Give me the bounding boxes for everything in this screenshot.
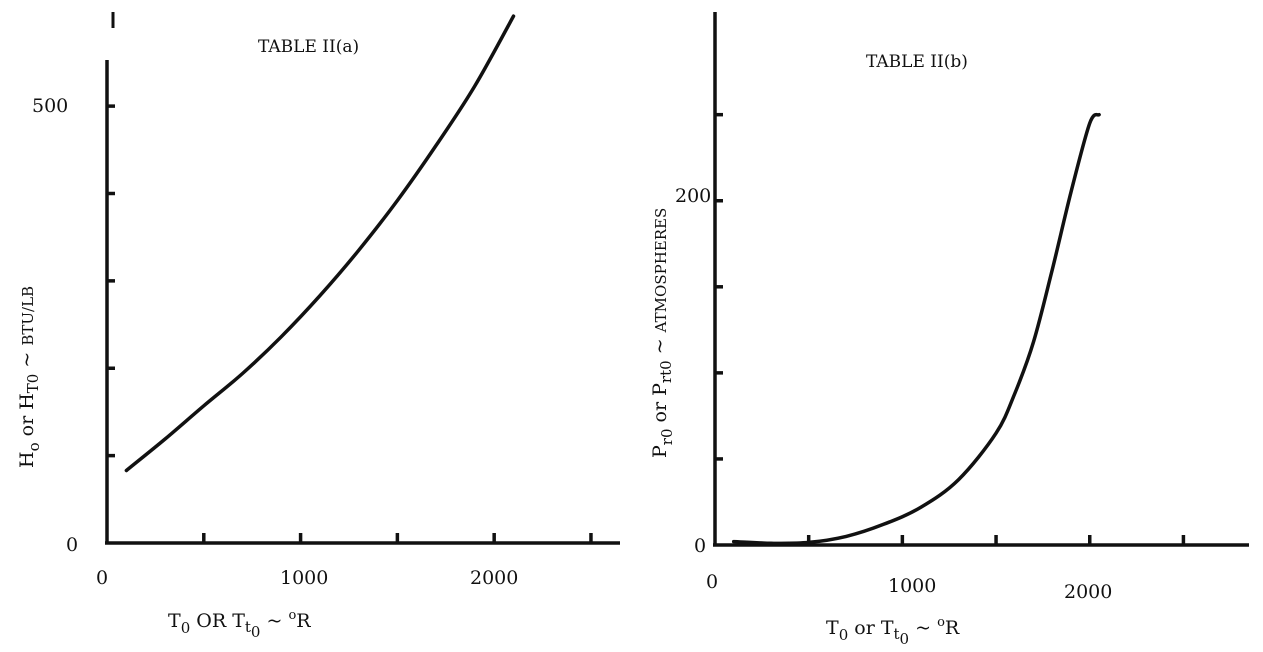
chart-b-y-axis-label: Pr0 or Prt0 ~ ATMOSPHERES (649, 208, 676, 458)
chart-a-y-ticks (107, 104, 115, 458)
chart-a-x-axis-label: T0 OR Tt0 ~ oR (168, 608, 311, 641)
chart-b-x-axis-label: T0 or Tt0 ~ oR (826, 615, 960, 648)
chart-b-series-line (731, 112, 1101, 546)
chart-a-series-line (124, 14, 516, 473)
chart-a: TABLE II(a) 0 500 0 1000 2000 T0 OR Tt0 … (16, 12, 620, 641)
chart-a-y-tick-label-500: 500 (32, 95, 68, 117)
chart-b: TABLE II(b) 0 200 0 1000 2000 T0 or Tt0 … (649, 12, 1249, 648)
chart-b-y-tick-label-200: 200 (675, 185, 711, 207)
chart-b-title: TABLE II(b) (866, 52, 968, 72)
chart-a-y-axis-label: Ho or HT0 ~ BTU/LB (16, 286, 43, 468)
chart-a-x-tick-label-2000: 2000 (470, 567, 518, 589)
chart-b-x-ticks (806, 535, 1186, 545)
chart-b-x-tick-label-1000: 1000 (888, 575, 936, 597)
chart-a-x-tick-label-1000: 1000 (280, 567, 328, 589)
chart-b-y-tick-label-0: 0 (694, 535, 706, 557)
chart-a-x-tick-label-0: 0 (96, 567, 108, 589)
chart-a-title: TABLE II(a) (258, 37, 359, 57)
chart-a-x-ticks (202, 533, 593, 543)
chart-b-y-ticks (715, 112, 723, 461)
chart-b-x-tick-label-2000: 2000 (1064, 581, 1112, 603)
chart-a-y-tick-label-0: 0 (66, 534, 78, 556)
chart-b-x-tick-label-0: 0 (706, 571, 718, 593)
